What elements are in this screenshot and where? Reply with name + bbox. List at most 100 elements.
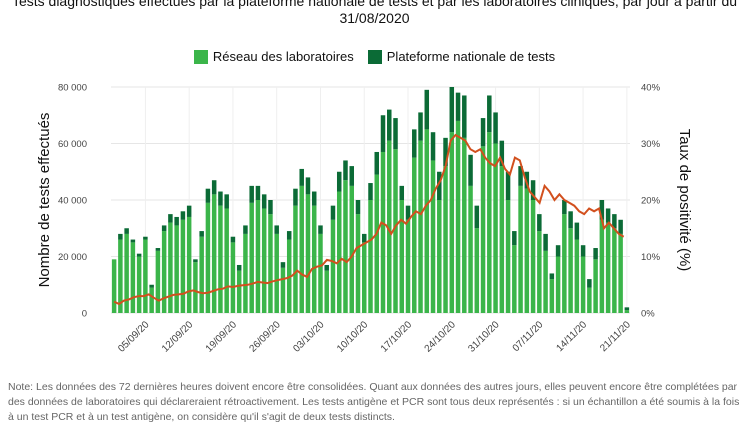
bar-laboratoires bbox=[605, 222, 611, 313]
y2-tick-label: 0% bbox=[641, 309, 655, 320]
bar-laboratoires bbox=[330, 219, 336, 313]
bar-laboratoires bbox=[580, 256, 586, 313]
bar-plateforme bbox=[224, 194, 229, 209]
bar-plateforme bbox=[199, 231, 204, 237]
bar-plateforme bbox=[136, 253, 142, 257]
bar-laboratoires bbox=[412, 157, 417, 313]
bar-plateforme bbox=[361, 233, 367, 243]
bar-plateforme bbox=[462, 95, 467, 138]
legend-swatch-plateforme bbox=[367, 49, 382, 64]
bar-laboratoires bbox=[299, 185, 304, 313]
bar-plateforme bbox=[593, 248, 598, 260]
bar-plateforme bbox=[430, 132, 436, 161]
bars bbox=[111, 87, 630, 314]
bar-laboratoires bbox=[505, 200, 511, 313]
bar-plateforme bbox=[393, 118, 398, 150]
bar-plateforme bbox=[236, 264, 242, 271]
bar-laboratoires bbox=[255, 200, 261, 313]
bar-plateforme bbox=[399, 185, 405, 200]
bar-laboratoires bbox=[518, 185, 523, 313]
bar-plateforme bbox=[624, 307, 630, 311]
bar-laboratoires bbox=[430, 160, 436, 313]
bar-laboratoires bbox=[155, 250, 161, 313]
x-axis-ticks: 05/09/20 12/09/20 19/09/20 26/09/20 03/10/20… bbox=[116, 319, 633, 355]
bar-plateforme bbox=[449, 87, 455, 133]
bar-plateforme bbox=[161, 225, 167, 232]
bar-plateforme bbox=[455, 92, 461, 121]
bar-laboratoires bbox=[374, 174, 380, 313]
bar-plateforme bbox=[374, 151, 380, 175]
bar-laboratoires bbox=[174, 225, 179, 313]
bar-laboratoires bbox=[230, 242, 236, 313]
y-axis-label: Nombre de tests effectués bbox=[36, 113, 53, 288]
legend-item-laboratoires: Réseau des laboratoires bbox=[193, 49, 354, 64]
bar-laboratoires bbox=[143, 239, 148, 313]
bar-plateforme bbox=[218, 191, 223, 206]
bar-plateforme bbox=[412, 129, 417, 158]
bar-plateforme bbox=[193, 259, 198, 263]
bar-laboratoires bbox=[218, 205, 223, 313]
x-tick-label: 14/11/20 bbox=[554, 319, 589, 354]
bar-plateforme bbox=[299, 168, 304, 186]
bar-plateforme bbox=[612, 214, 617, 229]
bar-laboratoires bbox=[455, 120, 461, 314]
bar-plateforme bbox=[268, 200, 273, 215]
bar-laboratoires bbox=[124, 233, 129, 313]
bar-plateforme bbox=[562, 200, 567, 215]
bar-plateforme bbox=[330, 205, 336, 220]
bar-plateforme bbox=[574, 222, 580, 240]
bar-laboratoires bbox=[199, 236, 204, 313]
bar-laboratoires bbox=[268, 214, 273, 313]
bar-laboratoires bbox=[368, 200, 373, 313]
bar-plateforme bbox=[468, 154, 473, 186]
bar-plateforme bbox=[261, 194, 267, 209]
y-axis-ticks: 0 20 000 40 000 60 000 80 000 bbox=[58, 83, 87, 320]
y2-tick-label: 40% bbox=[641, 83, 661, 94]
bar-laboratoires bbox=[205, 202, 211, 313]
bar-plateforme bbox=[512, 231, 517, 246]
bar-plateforme bbox=[168, 214, 173, 223]
positivity-line bbox=[113, 133, 625, 306]
bar-plateforme bbox=[424, 89, 430, 130]
bar-laboratoires bbox=[530, 200, 536, 313]
bar-laboratoires bbox=[161, 231, 167, 313]
bar-plateforme bbox=[587, 279, 592, 288]
bar-plateforme bbox=[599, 200, 605, 220]
legend-label-plateforme: Plateforme nationale de tests bbox=[386, 49, 556, 64]
bar-plateforme bbox=[505, 171, 511, 200]
bar-laboratoires bbox=[443, 166, 448, 313]
bar-plateforme bbox=[305, 177, 311, 195]
bar-plateforme bbox=[243, 225, 248, 234]
bar-laboratoires bbox=[618, 233, 623, 313]
bar-laboratoires bbox=[499, 166, 505, 313]
chart-title: Tests diagnostiques effectués par la pla… bbox=[11, 0, 738, 26]
x-tick-label: 21/11/20 bbox=[598, 319, 633, 354]
bar-laboratoires bbox=[186, 216, 192, 313]
x-tick-label: 10/10/20 bbox=[335, 319, 371, 355]
bar-plateforme bbox=[368, 183, 373, 200]
bar-plateforme bbox=[537, 214, 542, 232]
bar-laboratoires bbox=[549, 279, 555, 313]
bar-laboratoires bbox=[318, 233, 323, 313]
y2-axis-ticks: 0% 10% 20% 30% 40% bbox=[641, 83, 661, 320]
bar-plateforme bbox=[255, 185, 261, 200]
bar-plateforme bbox=[149, 284, 154, 288]
bar-laboratoires bbox=[236, 270, 242, 313]
bar-plateforme bbox=[518, 166, 523, 186]
bar-plateforme bbox=[405, 205, 411, 220]
bar-laboratoires bbox=[193, 262, 198, 313]
bar-plateforme bbox=[549, 273, 555, 280]
bar-plateforme bbox=[480, 118, 486, 147]
bar-plateforme bbox=[249, 185, 254, 203]
y2-tick-label: 20% bbox=[641, 196, 661, 207]
chart-canvas: 0 20 000 40 000 60 000 80 000 0% 10% 20% 30% 40%… bbox=[36, 83, 693, 355]
bar-laboratoires bbox=[568, 228, 573, 313]
bar-plateforme bbox=[580, 245, 586, 257]
bar-laboratoires bbox=[274, 233, 279, 313]
y2-axis-label: Taux de positivité (%) bbox=[676, 129, 693, 272]
x-tick-label: 03/10/20 bbox=[291, 319, 327, 355]
bar-plateforme bbox=[487, 95, 492, 133]
bar-laboratoires bbox=[349, 185, 354, 313]
bar-laboratoires bbox=[537, 231, 542, 313]
bar-laboratoires bbox=[487, 132, 492, 313]
